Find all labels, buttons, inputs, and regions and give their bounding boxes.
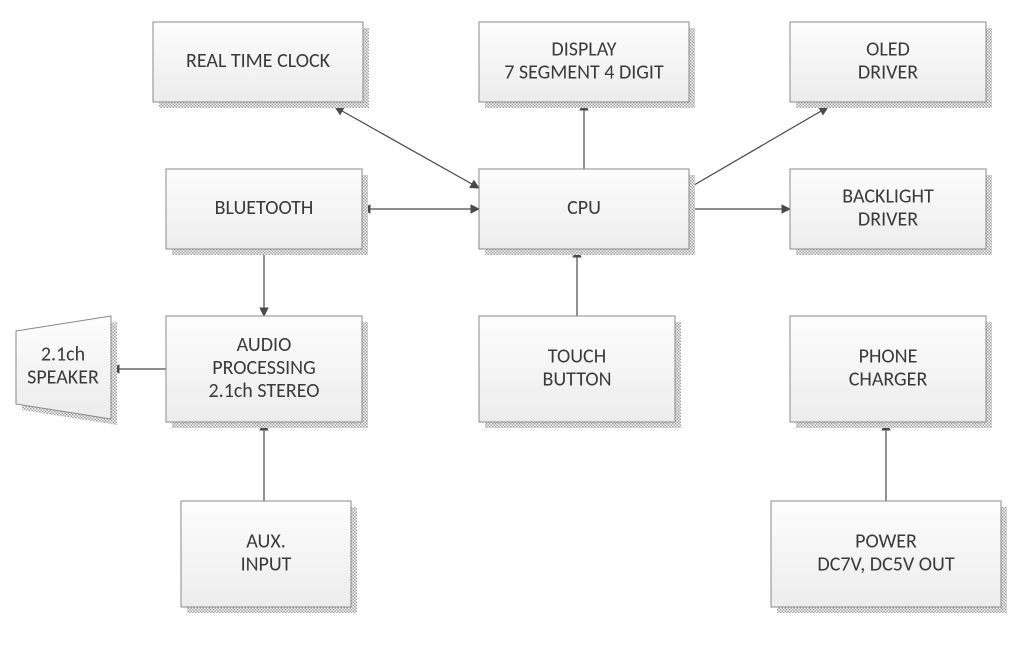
block-backlight-label: DRIVER [858, 207, 918, 231]
block-display-label: DISPLAY [551, 37, 616, 61]
block-audio-label: PROCESSING [212, 356, 315, 380]
block-audio-label: AUDIO [237, 333, 292, 357]
block-cpu: CPU [479, 169, 695, 255]
block-aux: AUX.INPUT [181, 501, 357, 613]
block-charger: PHONECHARGER [790, 316, 992, 428]
block-audio: AUDIOPROCESSING2.1ch STEREO [166, 316, 368, 428]
block-display: DISPLAY7 SEGMENT 4 DIGIT [479, 22, 695, 108]
block-touch-label: BUTTON [542, 367, 611, 391]
block-aux-label: AUX. [246, 529, 286, 553]
block-aux-label: INPUT [241, 552, 292, 576]
block-bluetooth: BLUETOOTH [166, 169, 368, 255]
block-touch: TOUCHBUTTON [479, 316, 681, 428]
block-backlight: BACKLIGHTDRIVER [790, 169, 992, 255]
block-charger-label: CHARGER [849, 367, 928, 391]
block-rtc: REAL TIME CLOCK [153, 22, 369, 108]
block-rtc-label: REAL TIME CLOCK [186, 49, 331, 73]
block-speaker-label: SPEAKER [27, 365, 99, 389]
block-oled: OLEDDRIVER [790, 22, 992, 108]
block-speaker: 2.1chSPEAKER [16, 316, 117, 425]
block-power: POWERDC7V, DC5V OUT [771, 501, 1007, 613]
block-audio-label: 2.1ch STEREO [209, 379, 320, 403]
block-power-label: DC7V, DC5V OUT [817, 552, 954, 576]
block-touch-label: TOUCH [548, 344, 606, 368]
block-display-label: 7 SEGMENT 4 DIGIT [504, 60, 664, 84]
block-oled-label: OLED [866, 37, 910, 61]
block-backlight-label: BACKLIGHT [842, 184, 934, 208]
block-power-label: POWER [855, 529, 917, 553]
block-speaker-label: 2.1ch [41, 342, 85, 366]
block-cpu-label: CPU [567, 196, 601, 220]
block-bluetooth-label: BLUETOOTH [215, 196, 314, 220]
block-oled-label: DRIVER [858, 60, 918, 84]
block-charger-label: PHONE [859, 344, 918, 368]
block-diagram: REAL TIME CLOCK DISPLAY7 SEGMENT 4 DIGIT O… [0, 0, 1015, 657]
